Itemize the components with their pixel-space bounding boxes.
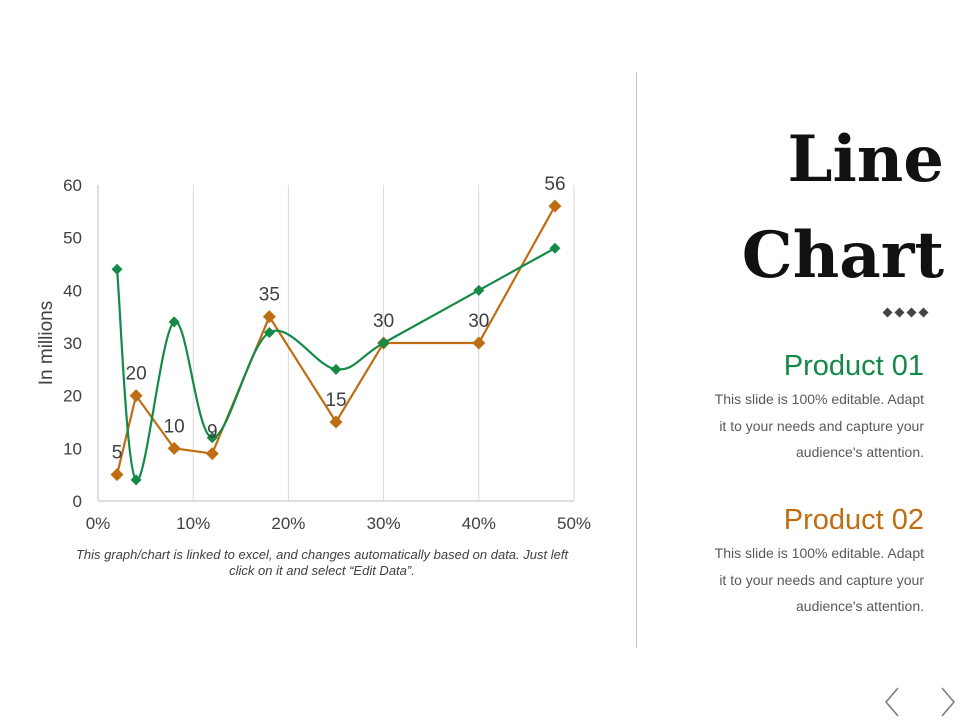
series-1-point [111, 263, 123, 275]
product-01-title: Product 01 [783, 350, 924, 382]
line-chart[interactable]: 0% 10% 20% 30% 40% 50% 0 10 20 30 40 50 60 In million… [0, 0, 640, 540]
chevron-left-icon [884, 687, 899, 717]
x-tick-label: 0% [86, 514, 111, 533]
product-01-desc-line: it to your needs and capture your [719, 417, 924, 434]
product-01-desc-line: This slide is 100% editable. Adapt [714, 391, 924, 407]
slide-title-line2: Chart [741, 218, 944, 293]
y-tick-label: 30 [63, 334, 82, 353]
diamond-dot-icon [894, 307, 905, 318]
series-1-point [263, 326, 275, 338]
series-1-point [206, 432, 218, 444]
product-02-title: Product 02 [783, 504, 924, 536]
x-tick-label: 50% [557, 514, 591, 533]
series-2-data-label: 30 [373, 311, 394, 332]
series-2-data-label: 15 [325, 390, 346, 411]
product-02-desc-line: it to your needs and capture your [719, 571, 924, 588]
next-slide-button[interactable] [932, 684, 960, 720]
series-1-point [549, 242, 561, 254]
series-2-point [548, 199, 562, 213]
series-2-point [110, 468, 124, 482]
series-2-point [205, 447, 219, 461]
series-2-data-label: 20 [126, 364, 147, 385]
label-layer: 5 20 10 9 35 15 30 30 56 [112, 174, 566, 464]
axis-layer: 0% 10% 20% 30% 40% 50% 0 10 20 30 40 50 60 In million… [36, 176, 591, 533]
series-2-point [472, 336, 486, 350]
series-2-point [129, 389, 143, 403]
product-02-description: This slide is 100% editable. Adapt it to… [684, 540, 924, 620]
diamond-dot-icon [906, 307, 917, 318]
diamond-dot-icon [918, 307, 929, 318]
x-tick-label: 20% [271, 514, 305, 533]
series-2-point [262, 310, 276, 324]
prev-slide-button[interactable] [878, 684, 908, 720]
diamond-dot-icon [882, 307, 893, 318]
slide-title: Line Chart [644, 112, 944, 304]
product-01-description: This slide is 100% editable. Adapt it to… [684, 386, 924, 466]
series-2-data-label: 9 [207, 422, 218, 443]
chart-note: This graph/chart is linked to excel, and… [75, 547, 569, 578]
decorative-dots [882, 303, 932, 321]
series-2-data-label: 5 [112, 443, 123, 464]
series-1-point [330, 363, 342, 375]
series-1-point [130, 474, 142, 486]
product-01-desc-line: audience's attention. [796, 444, 924, 460]
x-tick-label: 40% [462, 514, 496, 533]
series-2-data-label: 10 [164, 416, 185, 437]
series-1-point [378, 337, 390, 349]
slide-title-line1: Line [787, 122, 944, 197]
series-2-data-label: 56 [544, 174, 565, 195]
series-1-point [168, 316, 180, 328]
y-axis-label: In millions [36, 301, 57, 385]
y-tick-label: 60 [63, 176, 82, 195]
series-2-point [167, 441, 181, 455]
series-2-point [329, 415, 343, 429]
product-02-desc-line: This slide is 100% editable. Adapt [714, 545, 924, 561]
product-02-desc-line: audience's attention. [796, 598, 924, 614]
x-tick-label: 10% [176, 514, 210, 533]
y-tick-label: 0 [73, 492, 82, 511]
series-1-point [473, 284, 485, 296]
y-tick-label: 40 [63, 281, 82, 300]
vertical-divider [636, 72, 637, 648]
series-layer [110, 199, 562, 486]
series-2-data-label: 30 [468, 311, 489, 332]
y-tick-label: 10 [63, 439, 82, 458]
y-tick-label: 20 [63, 387, 82, 406]
y-tick-label: 50 [63, 229, 82, 248]
chevron-right-icon [941, 687, 956, 717]
series-2-data-label: 35 [259, 285, 280, 306]
x-tick-label: 30% [367, 514, 401, 533]
